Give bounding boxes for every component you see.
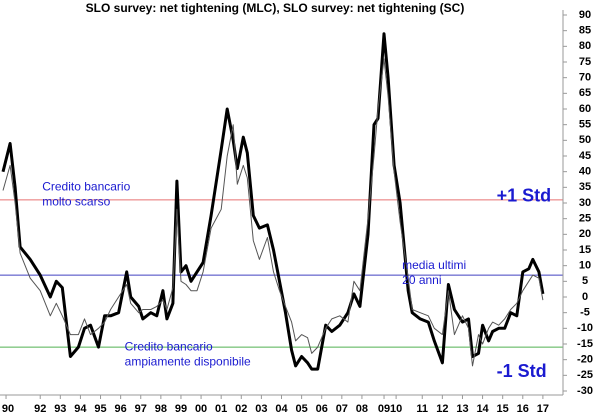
x-tick-label: 14 xyxy=(476,403,489,415)
y-tick-label: 80 xyxy=(579,40,591,52)
y-tick-label: 45 xyxy=(579,150,591,162)
y-tick-label: 35 xyxy=(579,181,591,193)
annotation: Credito bancario xyxy=(125,339,213,353)
x-tick-label: 17 xyxy=(537,403,549,415)
x-tick-label: 08 xyxy=(356,403,368,415)
y-tick-label: 65 xyxy=(579,87,591,99)
x-tick-label: 15 xyxy=(497,403,509,415)
y-tick-label: -25 xyxy=(577,369,593,381)
y-tick-label: -5 xyxy=(580,307,590,319)
y-tick-label: 15 xyxy=(579,244,591,256)
annotation: Credito bancario xyxy=(42,180,130,194)
annotation: 20 anni xyxy=(402,273,441,287)
x-tick-label: 09 xyxy=(378,403,390,415)
y-tick-label: -30 xyxy=(577,385,593,397)
y-tick-label: -15 xyxy=(577,338,593,350)
y-tick-label: 20 xyxy=(579,228,591,240)
annotation: +1 Std xyxy=(497,185,552,205)
x-tick-label: 98 xyxy=(155,403,167,415)
x-tick-label: 92 xyxy=(34,403,46,415)
x-tick-label: 10 xyxy=(390,403,402,415)
x-tick-label: 01 xyxy=(215,403,227,415)
annotation: media ultimi xyxy=(402,258,466,272)
x-tick-label: 03 xyxy=(255,403,267,415)
annotation: ampiamente disponibile xyxy=(125,354,251,368)
x-tick-label: 96 xyxy=(115,403,127,415)
chart-title: SLO survey: net tightening (MLC), SLO su… xyxy=(86,1,465,15)
x-tick-label: 02 xyxy=(235,403,247,415)
x-tick-label: 05 xyxy=(295,403,307,415)
y-tick-label: -20 xyxy=(577,354,593,366)
y-tick-label: 70 xyxy=(579,72,591,84)
y-tick-label: 10 xyxy=(579,260,591,272)
y-tick-label: 30 xyxy=(579,197,591,209)
y-tick-label: 40 xyxy=(579,166,591,178)
x-tick-label: 16 xyxy=(517,403,529,415)
x-tick-label: 95 xyxy=(94,403,106,415)
y-tick-label: 75 xyxy=(579,56,591,68)
y-tick-label: 85 xyxy=(579,25,591,37)
y-tick-label: 90 xyxy=(579,9,591,21)
series-line xyxy=(2,58,544,367)
x-tick-label: 93 xyxy=(54,403,66,415)
annotation: -1 Std xyxy=(497,361,547,381)
x-tick-label: 06 xyxy=(316,403,328,415)
y-tick-label: 25 xyxy=(579,213,591,225)
y-tick-label: 5 xyxy=(582,275,588,287)
y-tick-label: 0 xyxy=(582,291,588,303)
annotation: molto scarso xyxy=(42,195,110,209)
x-tick-label: 12 xyxy=(436,403,448,415)
x-tick-label: 90 xyxy=(2,403,14,415)
x-tick-label: 13 xyxy=(456,403,468,415)
x-tick-label: 11 xyxy=(416,403,428,415)
y-tick-label: 55 xyxy=(579,119,591,131)
y-tick-label: -10 xyxy=(577,322,593,334)
x-tick-label: 97 xyxy=(135,403,147,415)
x-tick-label: 94 xyxy=(74,403,87,415)
x-tick-label: 04 xyxy=(275,403,288,415)
y-tick-label: 60 xyxy=(579,103,591,115)
y-tick-label: 50 xyxy=(579,134,591,146)
x-tick-label: 07 xyxy=(336,403,348,415)
x-tick-label: 99 xyxy=(175,403,187,415)
x-tick-label: 00 xyxy=(195,403,207,415)
